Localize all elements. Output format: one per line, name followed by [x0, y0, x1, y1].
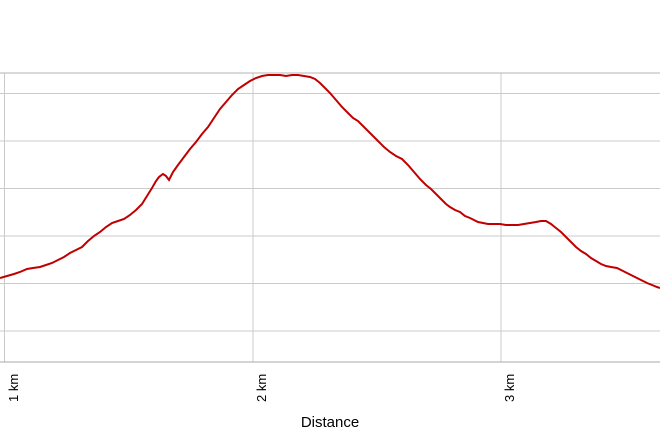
elevation-profile-line: [0, 74, 660, 289]
x-axis-title: Distance: [300, 414, 360, 431]
x-tick-label-2km: 2 km: [254, 373, 269, 402]
x-tick-label-3km: 3 km: [502, 373, 517, 402]
x-tick-label-1km: 1 km: [5, 373, 21, 402]
